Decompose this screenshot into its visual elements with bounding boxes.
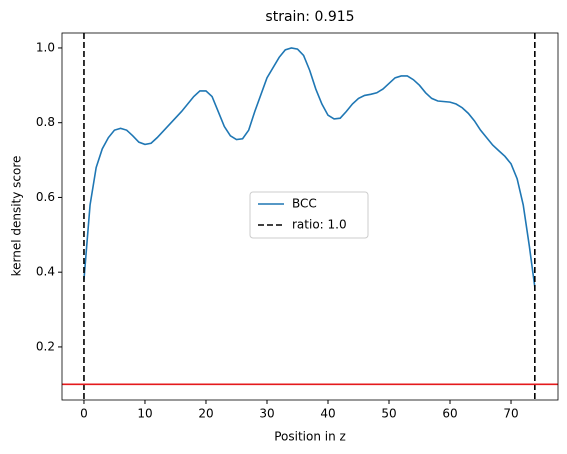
- y-tick-label: 0.4: [36, 265, 55, 279]
- y-tick-label: 0.6: [36, 190, 55, 204]
- plot-frame: [61, 32, 559, 401]
- y-tick-label: 0.8: [36, 115, 55, 129]
- y-tick-label: 0.2: [36, 339, 55, 353]
- x-tick-label: 60: [442, 407, 457, 421]
- legend-label: ratio: 1.0: [292, 218, 347, 232]
- x-tick-label: 0: [80, 407, 88, 421]
- chart-title: strain: 0.915: [265, 9, 354, 25]
- x-tick-label: 70: [503, 407, 518, 421]
- series-line: [83, 47, 536, 288]
- x-tick-label: 30: [259, 407, 274, 421]
- x-tick-label: 50: [381, 407, 396, 421]
- y-tick-label: 1.0: [36, 40, 55, 54]
- legend-label: BCC: [292, 197, 317, 211]
- y-axis-label: kernel density score: [10, 156, 24, 277]
- x-tick-label: 40: [320, 407, 335, 421]
- x-tick-label: 10: [137, 407, 152, 421]
- x-axis-label: Position in z: [274, 430, 346, 444]
- x-tick-label: 20: [198, 407, 213, 421]
